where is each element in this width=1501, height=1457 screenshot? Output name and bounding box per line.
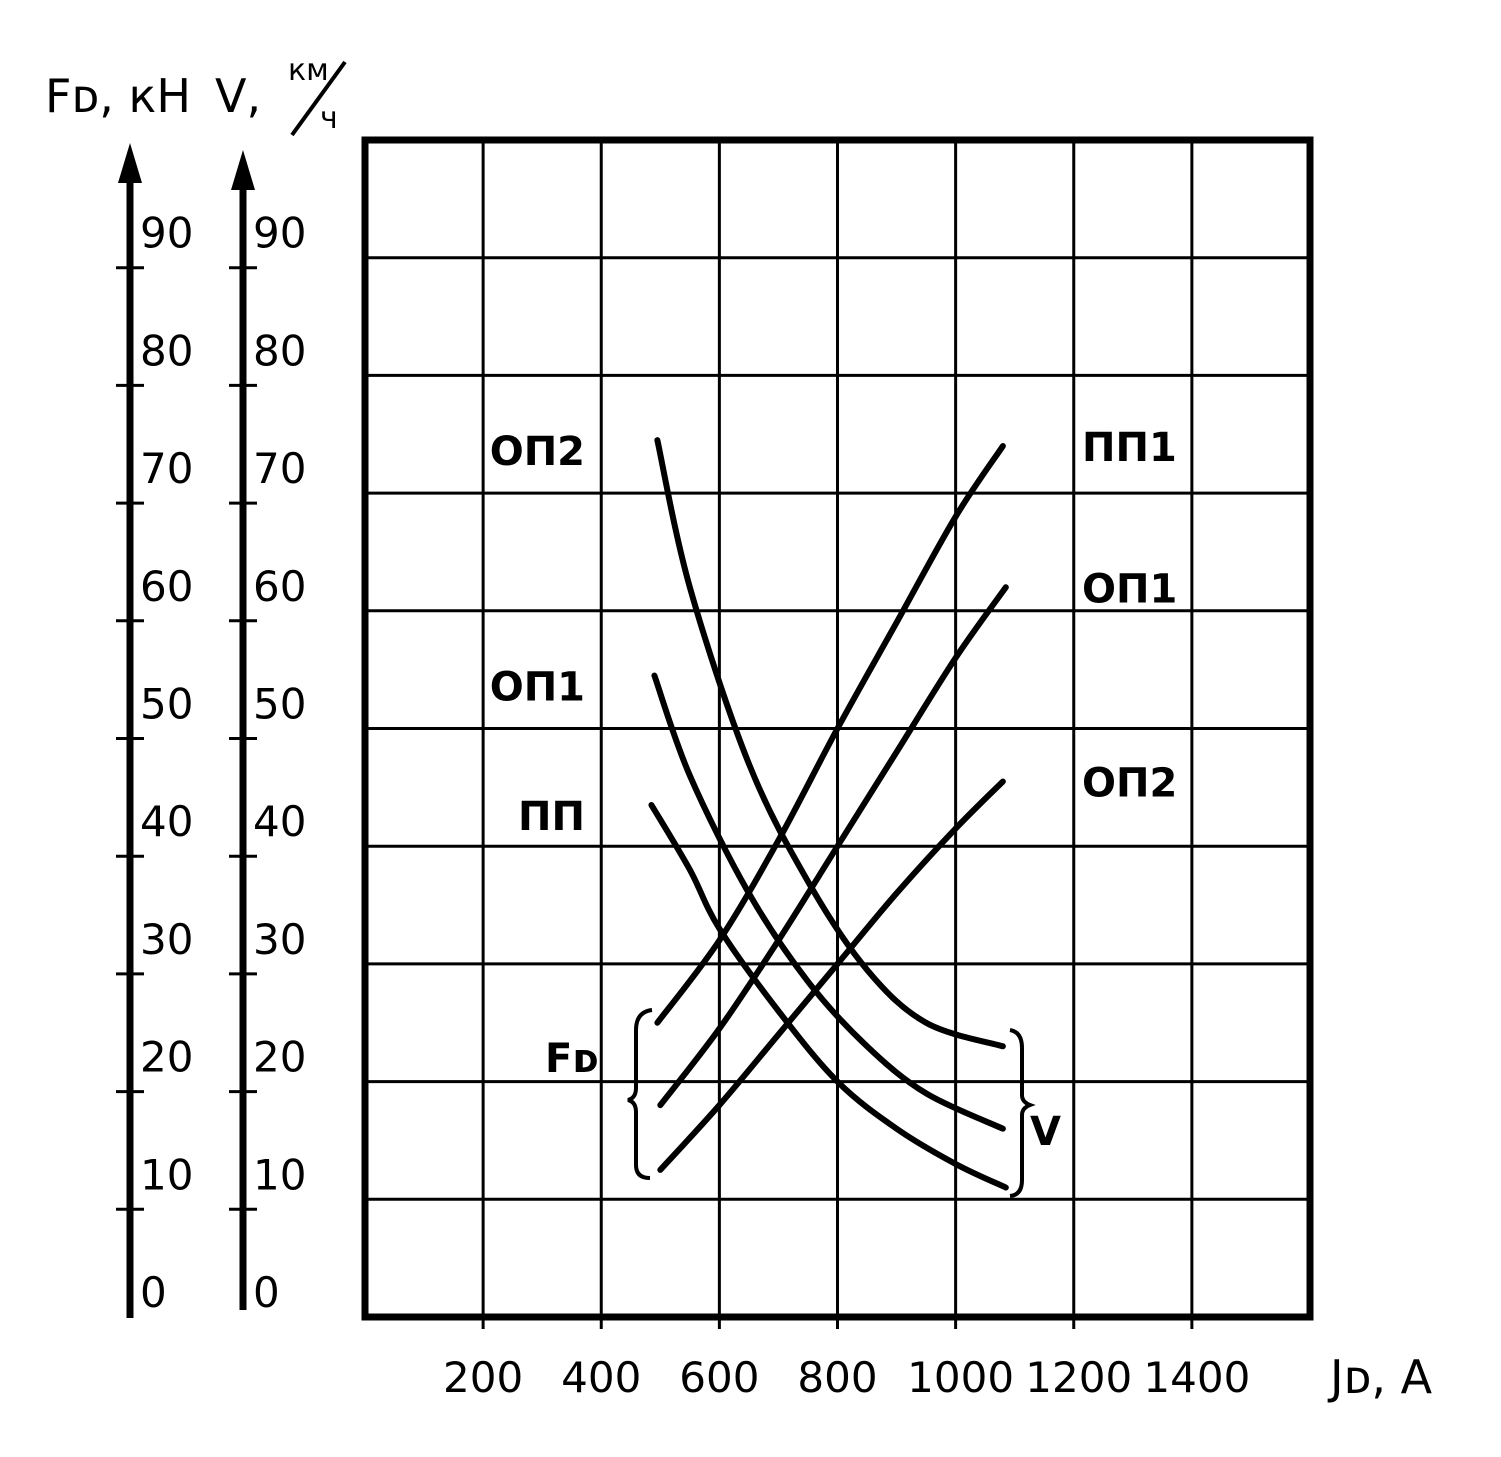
curve-label: ПП1	[1082, 425, 1177, 471]
x-tick-label: 1200	[1025, 1353, 1132, 1402]
y-tick-label: 20	[253, 1033, 306, 1082]
y-tick-label: 50	[253, 680, 306, 729]
force-axis: 0 10 20 30 40 50 60 70 80 90	[116, 143, 193, 1318]
y-tick-label: 30	[140, 915, 193, 964]
y-tick-label: 40	[140, 797, 193, 846]
curve-label: ОП1	[1082, 566, 1177, 612]
speed-axis-title: V,	[215, 69, 261, 123]
grid	[365, 140, 1310, 1317]
y-tick-label: 90	[253, 209, 306, 258]
curve-speed-5	[657, 778, 1006, 1173]
curve-label: ОП2	[490, 429, 585, 475]
force-group-brace	[627, 1008, 653, 1180]
force-axis-arrow-icon	[118, 143, 142, 183]
curve-force-0	[648, 802, 1009, 1191]
y-tick-label: 10	[253, 1150, 306, 1199]
y-tick-label: 30	[253, 915, 306, 964]
x-tick-label: 600	[679, 1353, 759, 1402]
curve-force-1	[651, 672, 1006, 1132]
y-tick-label: 60	[253, 562, 306, 611]
x-tick-label: 400	[561, 1353, 641, 1402]
speed-axis-unit-numerator: км	[288, 53, 329, 88]
curves	[648, 437, 1009, 1191]
curve-label: ОП1	[490, 665, 585, 711]
y-tick-label: 50	[140, 680, 193, 729]
x-axis-title: Jᴅ, A	[1327, 1350, 1433, 1404]
curve-label: ПП	[518, 794, 585, 840]
y-tick-label: 20	[140, 1033, 193, 1082]
y-tick-label: 70	[253, 444, 306, 493]
speed-group-label: V	[1030, 1109, 1061, 1155]
y-tick-label: 0	[140, 1268, 167, 1317]
y-tick-label: 80	[253, 326, 306, 375]
y-tick-label: 70	[140, 444, 193, 493]
x-tick-label: 200	[443, 1353, 523, 1402]
speed-group-brace	[1009, 1028, 1036, 1198]
y-tick-label: 90	[140, 209, 193, 258]
x-tick-label: 1000	[907, 1353, 1014, 1402]
speed-axis-arrow-icon	[231, 150, 255, 190]
x-axis-ticks: 200 400 600 800 1000 1200 1400	[443, 1317, 1250, 1402]
y-tick-label: 60	[140, 562, 193, 611]
curve-speed-3	[654, 443, 1006, 1026]
y-tick-label: 40	[253, 797, 306, 846]
curve-labels: ПП ОП1 ОП2 ПП1 ОП1 ОП2	[490, 425, 1178, 840]
force-axis-title: Fᴅ, кН	[45, 69, 191, 123]
y-tick-label: 0	[253, 1268, 280, 1317]
speed-axis-unit-denominator: ч	[320, 101, 338, 136]
curve-label: ОП2	[1082, 760, 1177, 806]
speed-axis-unit-slash	[290, 60, 347, 137]
x-tick-label: 1400	[1143, 1353, 1250, 1402]
curve-speed-4	[657, 584, 1009, 1109]
speed-axis: 0 10 20 30 40 50 60 70 80 90	[229, 150, 306, 1317]
force-group-label: Fᴅ	[545, 1036, 599, 1082]
y-tick-label: 10	[140, 1150, 193, 1199]
x-tick-label: 800	[797, 1353, 877, 1402]
y-tick-label: 80	[140, 326, 193, 375]
curve-force-2	[654, 437, 1006, 1050]
